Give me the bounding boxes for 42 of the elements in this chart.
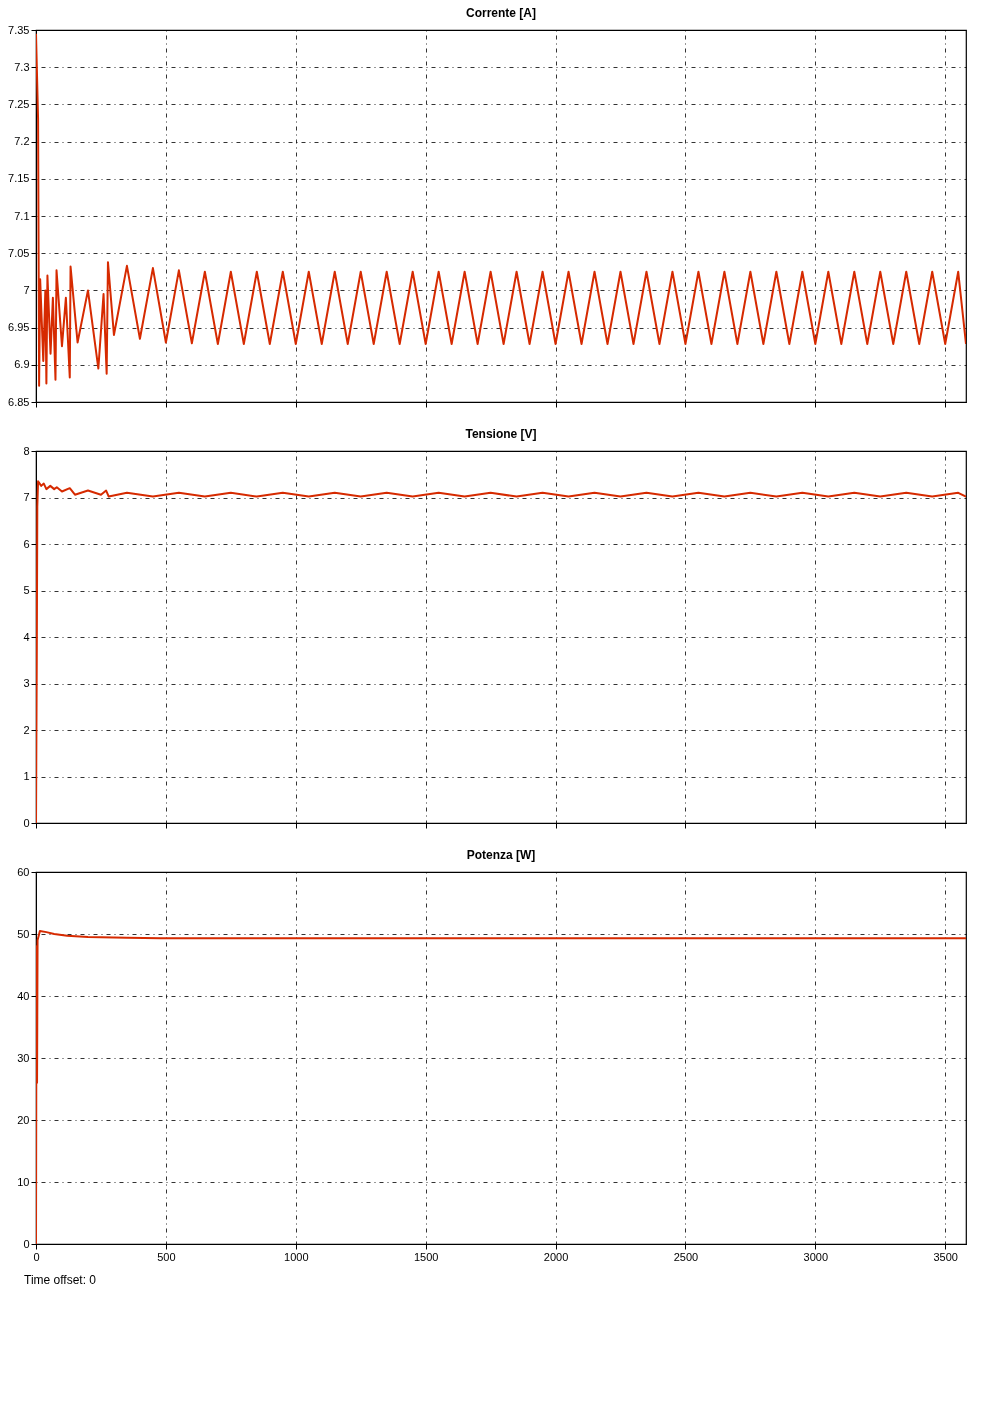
y-tick-label: 5 bbox=[23, 584, 30, 596]
x-tick-label: 1500 bbox=[413, 1250, 439, 1263]
y-tick-label: 6 bbox=[23, 537, 30, 550]
y-tick-label: 6.9 bbox=[14, 358, 30, 371]
y-tick-label: 6.95 bbox=[8, 321, 30, 334]
y-tick-label: 4 bbox=[23, 630, 30, 643]
y-tick-label: 2 bbox=[23, 723, 30, 736]
x-tick-label: 1000 bbox=[284, 1250, 309, 1263]
x-tick-label: 2500 bbox=[673, 1250, 699, 1263]
line-series bbox=[36, 32, 966, 387]
chart-title: Tensione [V] bbox=[465, 427, 537, 441]
y-tick-label: 7.1 bbox=[14, 209, 30, 222]
y-tick-label: 7.35 bbox=[8, 23, 30, 36]
y-tick-label: 7.15 bbox=[8, 172, 30, 185]
y-tick-label: 7.25 bbox=[8, 97, 30, 110]
y-tick-label: 50 bbox=[17, 927, 30, 940]
y-tick-label: 60 bbox=[17, 865, 30, 878]
y-tick-label: 10 bbox=[17, 1175, 30, 1188]
y-tick-label: 3 bbox=[23, 677, 30, 689]
line-series bbox=[36, 480, 966, 823]
x-tick-label: 500 bbox=[157, 1250, 176, 1263]
y-tick-label: 30 bbox=[17, 1051, 30, 1064]
y-tick-label: 7.3 bbox=[14, 60, 30, 73]
x-tick-label: 3500 bbox=[933, 1250, 958, 1263]
x-tick-label: 0 bbox=[33, 1250, 40, 1263]
y-tick-label: 7.2 bbox=[14, 135, 30, 148]
y-tick-label: 0 bbox=[23, 816, 30, 829]
y-tick-label: 7 bbox=[23, 283, 30, 296]
y-tick-label: 7.05 bbox=[8, 246, 30, 259]
text: Time offset: 0 bbox=[24, 1273, 98, 1287]
y-tick-label: 1 bbox=[23, 770, 30, 782]
x-tick-label: 2000 bbox=[543, 1250, 569, 1263]
y-tick-label: 8 bbox=[23, 444, 30, 457]
y-tick-label: 0 bbox=[23, 1237, 30, 1250]
y-tick-label: 20 bbox=[17, 1113, 30, 1126]
y-tick-label: 7 bbox=[23, 491, 30, 503]
y-tick-label: 40 bbox=[17, 989, 30, 1002]
line-series bbox=[36, 929, 966, 1244]
x-tick-label: 3000 bbox=[803, 1250, 829, 1263]
y-tick-label: 6.85 bbox=[8, 395, 30, 408]
chart-title: Corrente [A] bbox=[465, 6, 537, 20]
chart-title: Potenza [W] bbox=[466, 848, 536, 862]
